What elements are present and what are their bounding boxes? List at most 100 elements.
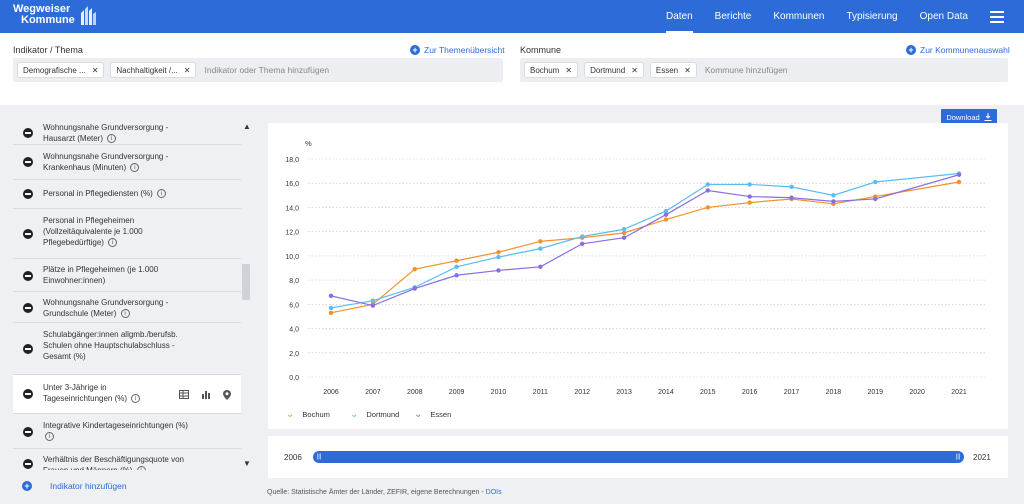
chip-label: Nachhaltigkeit /... xyxy=(116,65,178,75)
nav-typisierung[interactable]: Typisierung xyxy=(846,11,898,22)
info-icon[interactable]: i xyxy=(136,466,146,470)
indicator-chip[interactable]: Demografische ... ✕ xyxy=(17,62,105,78)
kommune-chip[interactable]: Essen ✕ xyxy=(649,62,697,78)
y-tick-label: 18,0 xyxy=(285,157,299,164)
dois-link[interactable]: DOIs xyxy=(485,489,502,496)
remove-indicator-icon[interactable] xyxy=(23,229,33,239)
kommune-chip[interactable]: Dortmund ✕ xyxy=(584,62,644,78)
x-tick-label: 2021 xyxy=(951,389,967,396)
list-item[interactable]: Personal in Pflegeheimen (Vollzeitäquiva… xyxy=(13,209,241,259)
list-item[interactable]: Wohnungsnahe Grundversorgung - Hausarzt … xyxy=(13,118,241,145)
indicator-placeholder[interactable]: Indikator oder Thema hinzufügen xyxy=(204,65,330,75)
data-point-bochum xyxy=(412,267,417,272)
info-icon[interactable]: i xyxy=(130,163,140,173)
download-button[interactable]: Download xyxy=(941,109,997,125)
year-range-slider[interactable]: ||| ||| xyxy=(313,451,964,463)
chip-label: Demografische ... xyxy=(23,65,86,75)
info-icon[interactable]: i xyxy=(120,309,130,319)
data-point-essen xyxy=(580,241,585,246)
remove-indicator-icon[interactable] xyxy=(23,427,33,437)
indicator-label: Schulabgänger:innen allgmb./berufsb. Sch… xyxy=(43,330,178,361)
indicator-label: Personal in Pflegeheimen (Vollzeitäquiva… xyxy=(43,216,143,247)
scroll-down-icon[interactable]: ▼ xyxy=(243,459,251,468)
list-item[interactable]: Plätze in Pflegeheimen (je 1.000 Einwohn… xyxy=(13,259,241,292)
remove-indicator-icon[interactable] xyxy=(23,271,33,281)
data-point-dortmund xyxy=(789,184,794,190)
info-icon[interactable]: i xyxy=(131,394,141,404)
list-item[interactable]: Wohnungsnahe Grundversorgung - Grundschu… xyxy=(13,292,241,323)
nav-kommunen[interactable]: Kommunen xyxy=(773,11,825,22)
logo-line2: Kommune xyxy=(21,14,75,26)
chip-label: Bochum xyxy=(530,65,560,75)
add-indicator-button[interactable]: + Indikator hinzufügen xyxy=(22,481,127,491)
download-label: Download xyxy=(946,112,980,122)
kommunenauswahl-link[interactable]: + Zur Kommunenauswahl xyxy=(906,45,1010,55)
remove-chip-icon[interactable]: ✕ xyxy=(183,65,191,75)
nav-daten[interactable]: Daten xyxy=(665,0,693,33)
remove-indicator-icon[interactable] xyxy=(23,459,33,469)
remove-chip-icon[interactable]: ✕ xyxy=(91,65,99,75)
x-tick-label: 2006 xyxy=(323,389,339,396)
remove-chip-icon[interactable]: ✕ xyxy=(565,65,573,75)
indicator-label: Wohnungsnahe Grundversorgung - Hausarzt … xyxy=(43,123,169,143)
data-point-bochum xyxy=(454,258,459,263)
remove-indicator-icon[interactable] xyxy=(23,128,33,138)
scrollbar-thumb[interactable] xyxy=(242,264,250,300)
list-item[interactable]: Integrative Kindertageseinrichtungen (%)… xyxy=(13,414,241,449)
hamburger-menu-icon[interactable] xyxy=(990,11,1004,23)
list-item[interactable]: Wohnungsnahe Grundversorgung - Krankenha… xyxy=(13,145,241,180)
data-point-dortmund xyxy=(370,298,376,303)
scroll-up-icon[interactable]: ▲ xyxy=(243,122,251,131)
data-point-essen xyxy=(956,172,962,177)
list-item-selected[interactable]: Unter 3-Jährige in Tageseinrichtungen (%… xyxy=(13,375,241,414)
x-tick-label: 2012 xyxy=(574,389,590,396)
legend-essen[interactable]: ⌄ Essen xyxy=(414,409,451,420)
range-start-handle-icon[interactable]: ||| xyxy=(316,454,322,460)
remove-indicator-icon[interactable] xyxy=(23,189,33,199)
remove-indicator-icon[interactable] xyxy=(23,389,33,399)
list-item[interactable]: Personal in Pflegediensten (%) i xyxy=(13,180,241,209)
indicator-label: Wohnungsnahe Grundversorgung - Grundschu… xyxy=(43,298,169,318)
remove-chip-icon[interactable]: ✕ xyxy=(684,65,691,75)
data-point-dortmund xyxy=(538,246,543,251)
y-tick-label: 2,0 xyxy=(289,351,299,358)
range-end-handle-icon[interactable]: ||| xyxy=(955,454,961,460)
data-point-dortmund xyxy=(580,234,585,239)
info-icon[interactable]: i xyxy=(45,432,54,442)
data-point-essen xyxy=(328,293,334,299)
y-tick-label: 10,0 xyxy=(285,254,299,261)
data-point-essen xyxy=(747,194,752,199)
remove-chip-icon[interactable]: ✕ xyxy=(631,65,638,75)
list-item[interactable]: Verhältnis der Beschäftigungsquote von F… xyxy=(13,449,241,470)
legend-label: Essen xyxy=(430,410,452,419)
kommune-input[interactable]: Bochum ✕ Dortmund ✕ Essen ✕ Kommune hinz… xyxy=(520,58,1008,82)
list-item[interactable]: Schulabgänger:innen allgmb./berufsb. Sch… xyxy=(13,323,241,375)
series-line-bochum xyxy=(330,181,960,314)
kommune-chip[interactable]: Bochum ✕ xyxy=(524,62,579,78)
nav-open-data[interactable]: Open Data xyxy=(919,11,968,22)
remove-indicator-icon[interactable] xyxy=(23,303,33,313)
logo[interactable]: Wegweiser Kommune xyxy=(13,4,75,26)
legend-bochum[interactable]: ⌄ Bochum xyxy=(286,409,330,420)
legend-dortmund[interactable]: ⌄ Dortmund xyxy=(350,409,399,420)
info-icon[interactable]: i xyxy=(157,189,167,199)
info-icon[interactable]: i xyxy=(107,134,117,144)
remove-indicator-icon[interactable] xyxy=(23,157,33,167)
range-end-label: 2021 xyxy=(973,453,991,462)
nav-berichte[interactable]: Berichte xyxy=(714,11,752,22)
plus-circle-icon: + xyxy=(410,45,420,55)
bar-chart-icon[interactable] xyxy=(201,390,211,399)
data-point-dortmund xyxy=(496,254,501,260)
indicator-input[interactable]: Demografische ... ✕ Nachhaltigkeit /... … xyxy=(13,58,503,82)
remove-indicator-icon[interactable] xyxy=(23,344,33,354)
kommune-placeholder[interactable]: Kommune hinzufügen xyxy=(704,65,788,75)
themenuebersicht-link[interactable]: + Zur Themenübersicht xyxy=(410,45,505,55)
data-point-essen xyxy=(663,212,669,217)
plus-circle-icon: + xyxy=(22,481,32,491)
x-tick-label: 2014 xyxy=(658,389,674,396)
table-icon[interactable] xyxy=(179,390,189,399)
data-point-essen xyxy=(454,273,459,278)
map-pin-icon[interactable] xyxy=(223,390,231,400)
info-icon[interactable]: i xyxy=(108,238,118,248)
indicator-chip[interactable]: Nachhaltigkeit /... ✕ xyxy=(110,62,197,78)
